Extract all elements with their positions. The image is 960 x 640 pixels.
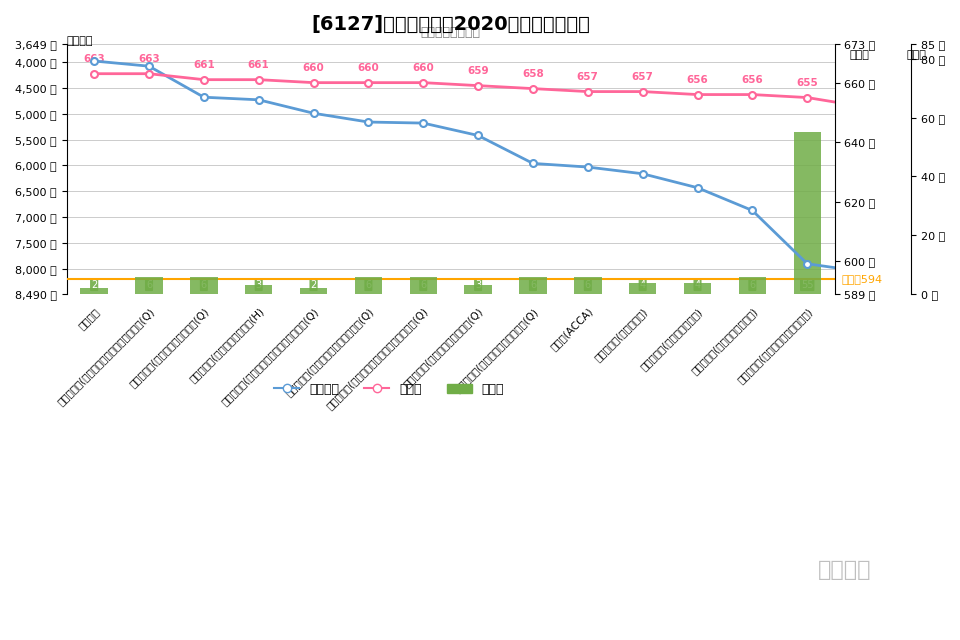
Text: 4: 4 bbox=[639, 280, 646, 290]
Text: 656: 656 bbox=[741, 75, 763, 85]
Bar bbox=[794, 132, 821, 294]
Text: 655: 655 bbox=[797, 78, 818, 88]
Bar bbox=[354, 276, 382, 294]
Text: 663: 663 bbox=[84, 54, 105, 64]
Bar bbox=[190, 276, 218, 294]
Text: 3: 3 bbox=[475, 280, 481, 290]
Bar bbox=[629, 282, 657, 294]
Bar bbox=[245, 285, 273, 294]
Bar bbox=[300, 289, 327, 294]
Text: 6: 6 bbox=[530, 280, 536, 290]
Bar bbox=[738, 276, 766, 294]
Text: 浙江普通类第一段: 浙江普通类第一段 bbox=[420, 26, 481, 39]
Text: 4: 4 bbox=[694, 280, 701, 290]
Title: [6127]西安交通大学2020年专业投档情况: [6127]西安交通大学2020年专业投档情况 bbox=[311, 15, 590, 34]
Bar bbox=[410, 276, 437, 294]
Text: 659: 659 bbox=[468, 66, 489, 76]
Text: 55: 55 bbox=[801, 280, 813, 290]
Text: 661: 661 bbox=[193, 60, 215, 70]
Text: 661: 661 bbox=[248, 60, 270, 70]
Text: 计划数: 计划数 bbox=[907, 50, 926, 60]
Text: 652: 652 bbox=[0, 639, 1, 640]
Text: 660: 660 bbox=[357, 63, 379, 73]
Text: 最低位次: 最低位次 bbox=[67, 36, 93, 47]
Text: 658: 658 bbox=[522, 69, 543, 79]
Text: 分数线: 分数线 bbox=[850, 50, 869, 60]
Text: 2: 2 bbox=[91, 280, 97, 290]
Text: 6: 6 bbox=[420, 280, 426, 290]
Text: 2: 2 bbox=[310, 280, 317, 290]
Bar bbox=[465, 285, 492, 294]
Text: 3: 3 bbox=[255, 280, 262, 290]
Bar bbox=[574, 276, 602, 294]
Text: 660: 660 bbox=[413, 63, 434, 73]
Bar bbox=[519, 276, 546, 294]
Text: 分段线594: 分段线594 bbox=[842, 275, 882, 284]
Text: 6: 6 bbox=[750, 280, 756, 290]
Bar bbox=[81, 289, 108, 294]
Bar bbox=[849, 194, 876, 294]
Text: 663: 663 bbox=[138, 54, 160, 64]
Text: 657: 657 bbox=[632, 72, 654, 82]
Text: 宁波牛娃: 宁波牛娃 bbox=[818, 560, 872, 580]
Text: 6: 6 bbox=[201, 280, 207, 290]
Text: 34: 34 bbox=[0, 639, 1, 640]
Text: 6: 6 bbox=[585, 280, 590, 290]
Bar bbox=[684, 282, 711, 294]
Text: 656: 656 bbox=[686, 75, 708, 85]
Text: 660: 660 bbox=[302, 63, 324, 73]
Bar bbox=[135, 276, 162, 294]
Text: 6: 6 bbox=[146, 280, 152, 290]
Legend: 最低位次, 分数线, 计划数: 最低位次, 分数线, 计划数 bbox=[269, 378, 509, 401]
Text: 657: 657 bbox=[577, 72, 599, 82]
Text: 6: 6 bbox=[366, 280, 372, 290]
